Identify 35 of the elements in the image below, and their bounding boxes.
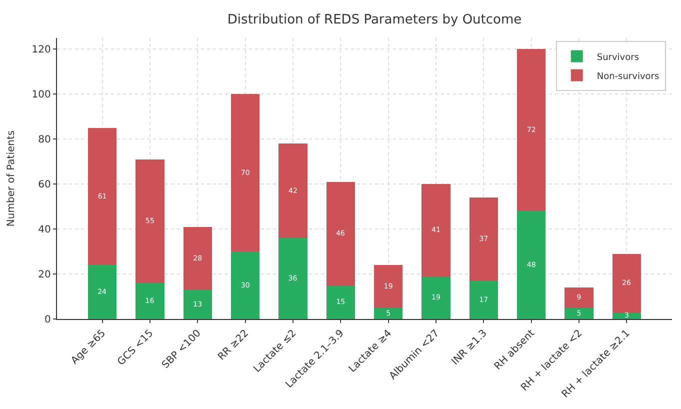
bar [88,128,117,266]
bar [136,283,164,319]
legend-label: Survivors [596,52,640,63]
bar [136,159,164,284]
y-tick-label: 100 [32,90,51,101]
y-tick-label: 60 [38,180,51,191]
y-tick-label: 120 [32,44,51,56]
bar [374,265,403,308]
bar [517,49,546,212]
bar [88,265,117,319]
bar [612,312,642,319]
bar [183,226,212,290]
bar [278,238,308,319]
bar [422,184,450,276]
bar [612,254,642,312]
bar [374,308,403,319]
bar [231,252,260,319]
bar [422,276,450,319]
y-tick-label: 40 [38,224,51,236]
bar [469,280,498,319]
bar [564,288,594,308]
legend-label: Non-survivors [596,72,660,82]
bar [231,94,260,252]
bar [183,290,212,319]
y-tick-label: 80 [38,134,51,146]
bar [469,198,498,281]
y-axis-title: Number of Patients [6,130,17,227]
y-tick-label: 0 [44,314,51,326]
bar [326,182,355,286]
y-tick-label: 20 [38,270,51,281]
chart-title: Distribution of REDS Parameters by Outcome [227,12,522,28]
bar [564,308,594,319]
bar [278,144,308,238]
bar [517,211,546,319]
bar [326,285,355,319]
